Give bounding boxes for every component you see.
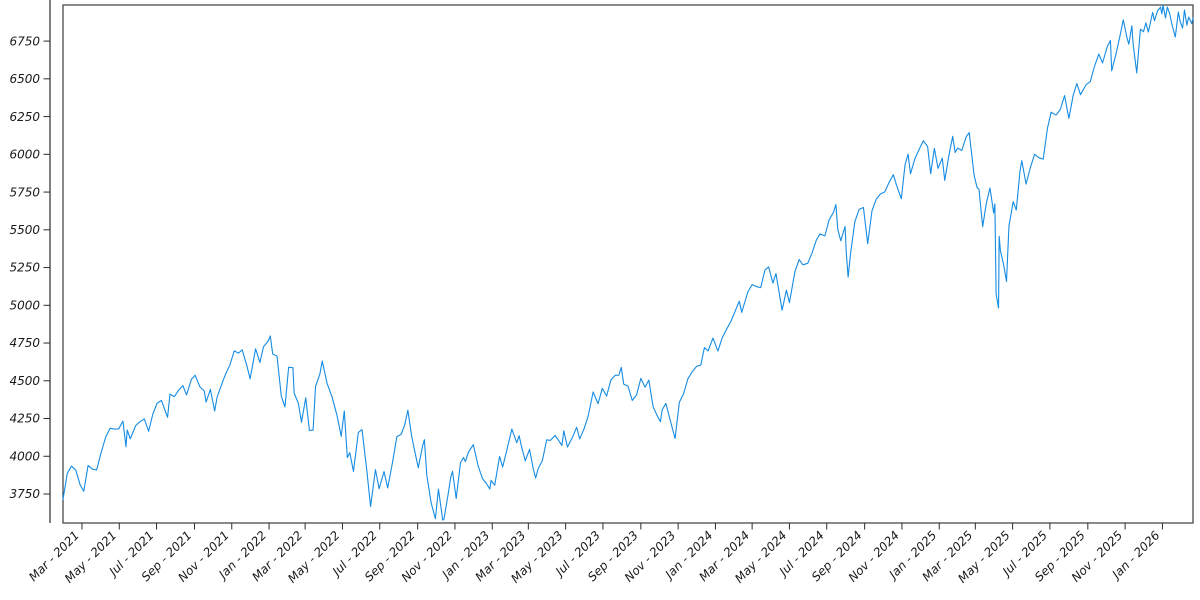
svg-text:4250: 4250 (9, 412, 40, 426)
svg-text:5500: 5500 (9, 223, 40, 237)
svg-text:3750: 3750 (9, 487, 40, 501)
svg-text:6000: 6000 (9, 148, 40, 162)
svg-text:6750: 6750 (9, 34, 40, 48)
y-axis-tick-labels: 3750 4000 4250 4500 4750 5000 5250 5500 5750 6000… (9, 34, 50, 501)
svg-text:6250: 6250 (9, 110, 40, 124)
svg-text:6500: 6500 (9, 72, 40, 86)
svg-text:4750: 4750 (9, 336, 40, 350)
plot-border (62, 4, 1194, 524)
svg-text:4000: 4000 (9, 449, 40, 463)
svg-text:5750: 5750 (9, 185, 40, 199)
price-line (62, 4, 1194, 521)
svg-text:4500: 4500 (9, 374, 40, 388)
svg-text:5250: 5250 (9, 261, 40, 275)
svg-text:5000: 5000 (9, 298, 40, 312)
